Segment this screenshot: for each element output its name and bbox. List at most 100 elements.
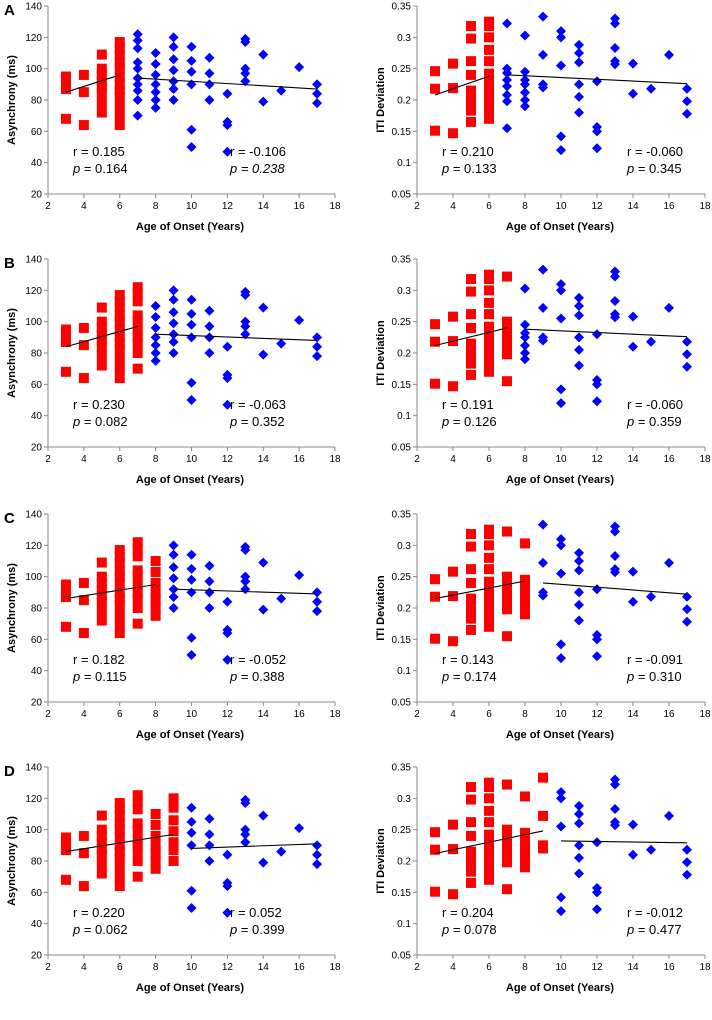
- late-onset-point: [556, 398, 566, 409]
- late-onset-point: [276, 85, 287, 96]
- y-tick-label: 0.2: [397, 857, 411, 868]
- chart-panel-7: 20 40 60 80 100 120 140 2 4 6 8 10 12 14 16 18 Age of On…: [4, 763, 341, 995]
- late-onset-stats-p: p = 0.310: [626, 669, 682, 684]
- early-onset-point: [484, 285, 494, 296]
- early-onset-point: [96, 341, 107, 352]
- late-onset-point: [168, 318, 179, 329]
- late-onset-point: [556, 821, 566, 832]
- late-onset-point: [664, 557, 674, 568]
- late-onset-point: [132, 95, 143, 105]
- early-onset-point: [60, 71, 71, 82]
- early-onset-point: [150, 603, 161, 613]
- early-onset-point: [78, 881, 89, 892]
- late-onset-point: [682, 604, 692, 615]
- p-value: = 0.062: [80, 922, 127, 937]
- early-onset-point: [466, 353, 476, 364]
- early-onset-point: [132, 326, 143, 337]
- early-onset-point: [114, 338, 125, 349]
- x-tick-label: 2: [45, 709, 51, 720]
- early-fit-line: [434, 327, 508, 347]
- late-onset-point: [150, 348, 161, 358]
- late-onset-point: [222, 907, 233, 918]
- late-onset-point: [168, 307, 179, 318]
- y-tick-label: 80: [31, 857, 43, 868]
- early-onset-point: [466, 830, 476, 841]
- early-onset-point: [466, 286, 476, 297]
- early-onset-point: [114, 832, 125, 843]
- late-onset-point: [204, 305, 215, 316]
- y-tick-label: 140: [25, 763, 42, 774]
- y-tick-label: 140: [25, 255, 42, 266]
- late-onset-point: [520, 319, 530, 330]
- y-tick-label: 0.2: [397, 604, 411, 615]
- late-onset-point: [664, 49, 674, 60]
- early-onset-point: [150, 610, 161, 621]
- late-onset-point: [574, 800, 584, 811]
- early-fit-line: [65, 325, 138, 348]
- late-onset-point: [204, 321, 215, 332]
- early-onset-point: [502, 884, 512, 895]
- early-onset-point: [502, 850, 512, 861]
- early-onset-point: [502, 271, 512, 282]
- x-tick-label: 10: [555, 454, 567, 465]
- early-fit-line: [65, 583, 156, 600]
- early-onset-point: [96, 557, 107, 568]
- late-onset-point: [574, 57, 584, 68]
- early-onset-point: [132, 338, 143, 349]
- early-onset-point: [60, 113, 71, 124]
- early-onset-point: [150, 587, 161, 598]
- late-onset-point: [168, 337, 179, 348]
- late-onset-point: [574, 565, 584, 576]
- late-onset-point: [312, 351, 323, 362]
- p-value: = 0.078: [449, 922, 496, 937]
- late-onset-point: [610, 56, 620, 67]
- late-fit-line: [542, 582, 688, 595]
- late-onset-point: [258, 96, 269, 107]
- late-onset-point: [150, 95, 161, 105]
- early-onset-point: [520, 827, 530, 838]
- early-onset-point: [484, 540, 494, 551]
- x-tick-label: 16: [294, 454, 306, 465]
- x-tick-label: 2: [45, 201, 51, 212]
- late-onset-point: [502, 63, 512, 74]
- early-onset-stats-p: p = 0.126: [441, 414, 497, 429]
- early-onset-point: [484, 817, 494, 828]
- early-onset-point: [484, 349, 494, 360]
- x-tick-label: 2: [414, 454, 420, 465]
- early-onset-point: [502, 857, 512, 868]
- early-onset-point: [448, 819, 458, 830]
- late-onset-point: [258, 557, 269, 568]
- early-onset-point: [502, 376, 512, 387]
- early-onset-point: [484, 90, 494, 101]
- late-onset-point: [186, 650, 197, 660]
- early-onset-point: [484, 793, 494, 804]
- early-onset-point: [96, 824, 107, 835]
- y-tick-label: 0.3: [397, 794, 411, 805]
- late-onset-point: [502, 18, 512, 29]
- early-onset-point: [484, 844, 494, 855]
- x-tick-label: 8: [153, 962, 159, 973]
- x-tick-label: 10: [186, 962, 198, 973]
- late-onset-point: [132, 85, 143, 96]
- early-onset-point: [60, 838, 71, 849]
- late-onset-stats-p: p = 0.477: [626, 922, 682, 937]
- x-tick-label: 2: [414, 201, 420, 212]
- late-onset-point: [556, 787, 566, 798]
- y-tick-label: 20: [31, 698, 43, 709]
- y-tick-label: 0.2: [397, 96, 411, 107]
- late-onset-point: [574, 91, 584, 102]
- late-onset-point: [186, 332, 197, 343]
- late-onset-point: [240, 63, 251, 74]
- early-onset-point: [114, 310, 125, 321]
- early-onset-point: [114, 363, 125, 374]
- p-value: = 0.388: [237, 669, 284, 684]
- early-onset-point: [484, 32, 494, 43]
- x-tick-label: 8: [153, 454, 159, 465]
- early-onset-point: [132, 834, 143, 845]
- early-onset-point: [168, 815, 179, 826]
- late-onset-point: [574, 809, 584, 819]
- early-onset-point: [60, 330, 71, 341]
- y-tick-label: 100: [25, 317, 42, 328]
- x-tick-label: 4: [450, 201, 456, 212]
- early-onset-point: [466, 593, 476, 604]
